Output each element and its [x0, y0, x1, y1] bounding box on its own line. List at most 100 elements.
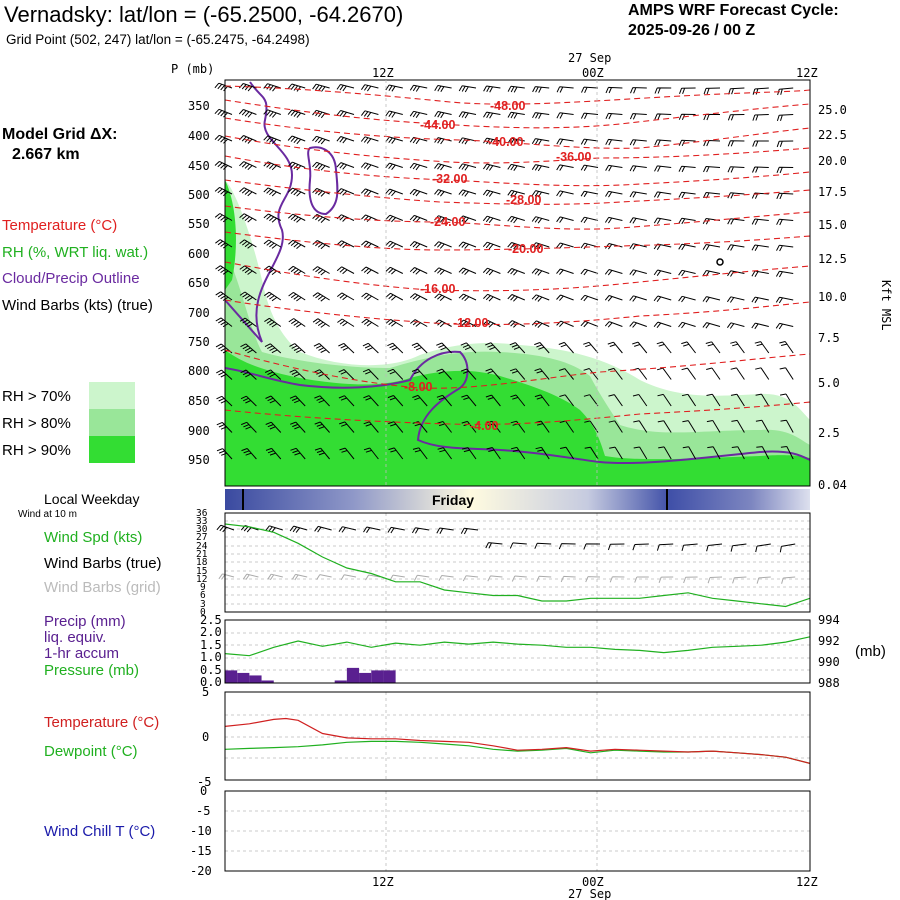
- wind-grid: [225, 513, 810, 612]
- wind-barb: [385, 240, 404, 249]
- wind-barb: [779, 543, 796, 553]
- wind-barb: [653, 269, 672, 276]
- wind-barb: [580, 294, 599, 302]
- mb-tick-992: 992: [818, 634, 840, 648]
- wind-barb: [336, 266, 355, 275]
- h-tick-5: 5.0: [818, 376, 840, 390]
- wind-barb: [727, 114, 745, 121]
- wind-barb: [389, 574, 405, 581]
- temp-grid: [225, 692, 810, 780]
- contour-label-m16: -16.00: [420, 282, 455, 296]
- c-tick-m5: -5: [196, 804, 210, 818]
- wind-barb: [336, 162, 355, 170]
- wind-barb: [215, 265, 233, 275]
- p-tick-600: 600: [188, 247, 210, 261]
- contour-m32: [225, 155, 810, 187]
- wind-barb: [678, 217, 696, 225]
- wind-barb: [458, 111, 477, 119]
- wind-barb: [458, 241, 477, 249]
- p-tick-700: 700: [188, 306, 210, 320]
- wind-barb: [752, 87, 769, 95]
- wind-barb: [214, 160, 233, 170]
- wind-barb: [312, 83, 330, 92]
- w-tick-9: 9: [200, 582, 206, 593]
- wind-barb: [461, 394, 477, 407]
- wind-barb: [556, 86, 574, 93]
- wind-barb: [584, 446, 599, 460]
- wind-barb: [385, 84, 403, 92]
- wind-barb: [287, 187, 306, 197]
- wind-barb: [434, 215, 452, 223]
- wind-barb: [238, 83, 257, 92]
- wind-barb: [703, 113, 721, 121]
- wind-barb: [608, 394, 623, 407]
- wind-barb: [534, 368, 550, 380]
- wind-barbs-true: [216, 524, 796, 553]
- wind-barb: [265, 421, 282, 433]
- wind-barb: [755, 543, 771, 553]
- wind-barb: [727, 244, 745, 251]
- wind-barb: [486, 447, 501, 460]
- wind-barb: [437, 421, 452, 433]
- wind-barb: [507, 242, 525, 250]
- wind-barb: [633, 420, 648, 433]
- contour-m40: [225, 117, 810, 149]
- wind-barb: [726, 296, 745, 303]
- wind-barb: [629, 139, 647, 146]
- wind-barb: [535, 446, 550, 460]
- wind-barb: [605, 190, 623, 198]
- wind-barb: [361, 240, 379, 249]
- wind-barb: [289, 343, 306, 354]
- wind-barb: [288, 265, 306, 276]
- wind-barb: [604, 216, 623, 224]
- wind-barb: [654, 87, 672, 94]
- wind-barb: [580, 268, 599, 276]
- wind-barb: [487, 575, 503, 582]
- wind-barb: [780, 446, 794, 460]
- wind-barb: [338, 526, 357, 533]
- temp-ticks: 5 0 -5: [197, 685, 211, 789]
- wind-barb: [776, 114, 794, 122]
- wind-barb: [531, 138, 550, 146]
- mb-tick-990: 990: [818, 655, 840, 669]
- wind-barb: [362, 342, 379, 354]
- wind-barb: [242, 573, 259, 580]
- wind-barb: [730, 341, 745, 354]
- wind-barb: [239, 239, 257, 249]
- h-tick-12: 12.5: [818, 252, 847, 266]
- wind-barb: [363, 421, 379, 433]
- wind-barb: [681, 341, 696, 354]
- wind-barb: [483, 293, 501, 302]
- wind-barbs-grid-label: Wind Barbs (grid): [44, 579, 161, 596]
- wind-barb: [683, 576, 698, 584]
- wind-barb: [556, 242, 574, 249]
- wind-barb: [654, 165, 672, 172]
- contour-label-m40: -40.00: [488, 135, 523, 149]
- wind-barb: [241, 448, 257, 460]
- contour-label-m28: -28.00: [506, 193, 541, 207]
- wind-barb: [216, 369, 233, 380]
- wind-barb: [409, 188, 428, 197]
- c-tick-m20: -20: [190, 864, 212, 878]
- wind-barb: [216, 524, 235, 533]
- wind-barb: [755, 367, 770, 380]
- wind-barb: [629, 269, 647, 276]
- wind-barb: [583, 341, 599, 354]
- wind-barb: [583, 368, 599, 380]
- pr-tick-2-0: 2.0: [200, 625, 222, 639]
- wind-barb: [239, 135, 257, 144]
- wind-barb: [706, 393, 721, 407]
- wind-barb: [752, 140, 769, 147]
- wind-barb: [531, 190, 550, 198]
- wind-barb: [287, 109, 306, 118]
- wind-barb: [360, 84, 379, 92]
- wind-barb: [703, 166, 721, 173]
- wind-barb: [239, 187, 257, 197]
- wind-barb: [385, 292, 404, 301]
- wind-barb: [339, 447, 355, 460]
- wind-chill-label: Wind Chill T (°C): [44, 823, 156, 840]
- height-ticks: 25.0 22.5 20.0 17.5 15.0 12.5 10.0 7.5 5…: [818, 103, 847, 492]
- wind-barb: [580, 242, 599, 250]
- wind-barb: [240, 369, 257, 380]
- wind-barb: [434, 241, 452, 249]
